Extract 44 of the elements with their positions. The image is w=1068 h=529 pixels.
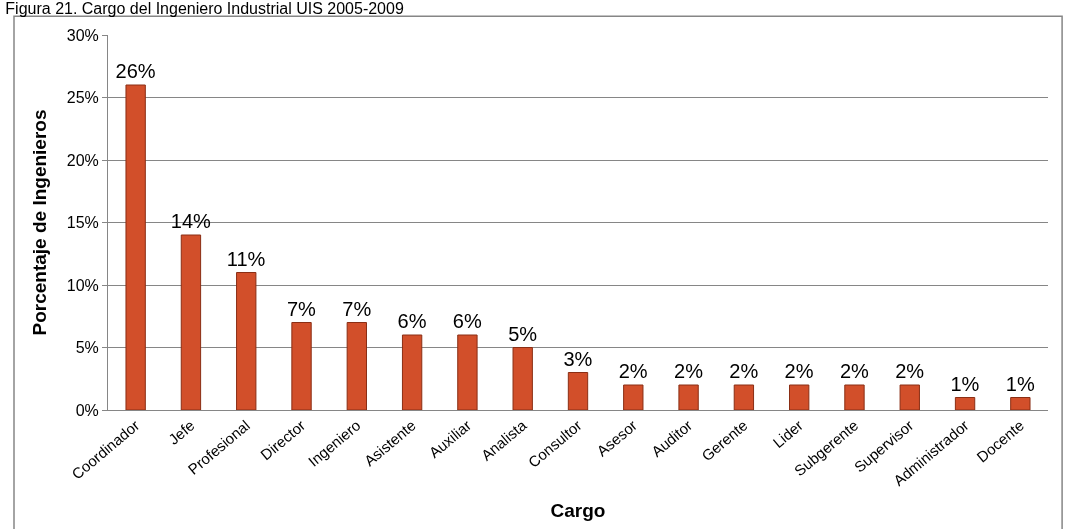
bar: [401, 334, 423, 410]
bar: [567, 372, 589, 410]
data-label: 1%: [1005, 372, 1035, 395]
y-tick-label: 30%: [66, 26, 99, 44]
bar: [512, 347, 533, 410]
bar: [954, 397, 976, 410]
data-label: 6%: [452, 310, 482, 332]
data-label: 5%: [508, 322, 538, 345]
data-label: 26%: [115, 60, 156, 82]
data-label: 7%: [286, 297, 317, 320]
bar: [789, 384, 810, 410]
bar: [844, 384, 865, 410]
data-label: 2%: [618, 360, 648, 382]
x-axis-title: Cargo: [550, 499, 606, 521]
y-tick-label: 5%: [75, 339, 99, 357]
bar: [678, 384, 699, 410]
data-label: 1%: [950, 372, 980, 395]
data-label: 2%: [839, 360, 870, 382]
data-label: 2%: [729, 360, 759, 382]
bar: [733, 384, 755, 410]
data-label: 2%: [895, 360, 925, 382]
y-tick-label: 0%: [75, 401, 99, 419]
data-label: 6%: [397, 310, 427, 332]
chart-title: Figura 21. Cargo del Ingeniero Industrial UIS 2005-2009: [5, 0, 404, 17]
bar: [236, 272, 257, 410]
bar: [291, 322, 312, 410]
data-label: 2%: [784, 360, 814, 382]
bar: [1010, 397, 1031, 410]
bar: [623, 384, 644, 410]
data-label: 11%: [226, 247, 266, 270]
bar: [346, 322, 367, 410]
bar: [180, 234, 202, 410]
y-tick-label: 15%: [66, 214, 99, 232]
y-tick-label: 25%: [66, 89, 99, 107]
data-label: 14%: [170, 210, 212, 232]
y-tick-label: 20%: [66, 151, 99, 169]
data-label: 7%: [342, 297, 372, 320]
y-axis-title: Porcentaje de Ingenieros: [28, 109, 50, 336]
data-label: 2%: [674, 360, 704, 382]
data-label: 3%: [563, 347, 593, 370]
bar: [899, 384, 920, 410]
bar: [457, 334, 478, 410]
bar: [125, 84, 146, 410]
y-tick-label: 10%: [66, 276, 99, 294]
